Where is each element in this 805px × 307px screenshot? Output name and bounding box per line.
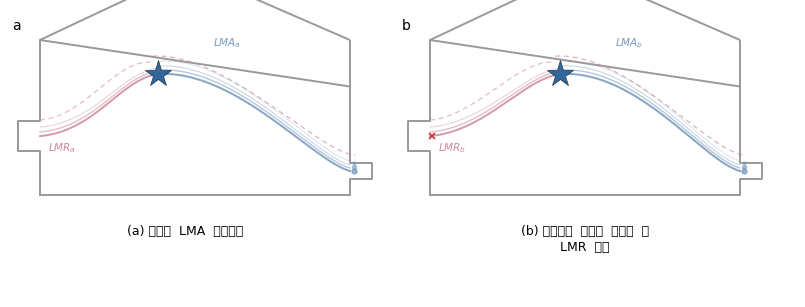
Text: $LMA_b$: $LMA_b$ [615,36,643,50]
Text: a: a [12,19,21,33]
Text: $LMR_b$: $LMR_b$ [438,142,466,155]
Text: b: b [402,19,411,33]
Text: (a) 기존의  LMA  산정방식: (a) 기존의 LMA 산정방식 [127,225,243,238]
Text: LMR  산정: LMR 산정 [560,241,609,254]
Text: $LMA_a$: $LMA_a$ [213,36,241,50]
Text: $LMR_a$: $LMR_a$ [48,142,76,155]
Text: (b) 벡터장을  역으로  치환한  후: (b) 벡터장을 역으로 치환한 후 [521,225,649,238]
